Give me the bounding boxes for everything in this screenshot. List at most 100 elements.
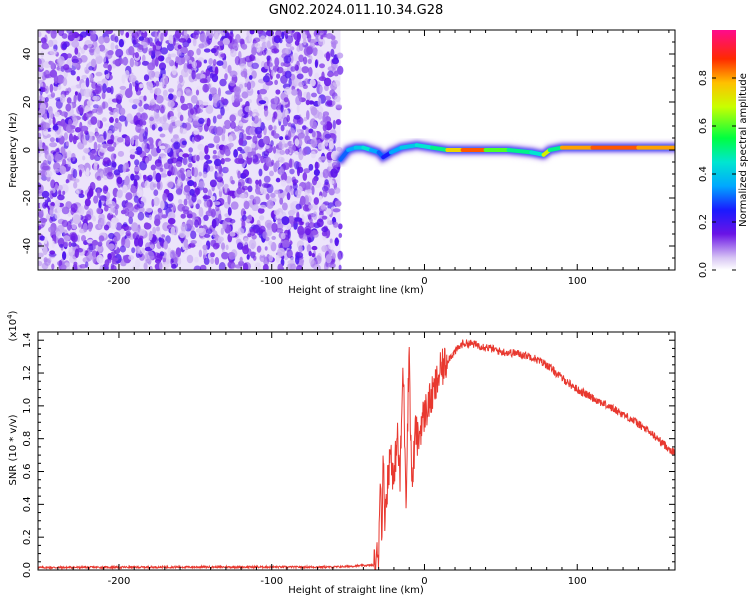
noise-blob: [155, 255, 163, 262]
noise-blob: [124, 135, 131, 145]
noise-blob: [91, 81, 97, 89]
noise-blob: [319, 63, 325, 69]
noise-blob: [230, 30, 234, 35]
noise-blob: [255, 186, 262, 195]
noise-blob: [186, 213, 193, 219]
colorbar-ticks: 0.0 0.2 0.4 0.6 0.8: [698, 70, 736, 278]
noise-blob: [292, 182, 298, 190]
noise-blob: [77, 52, 81, 57]
noise-blob: [107, 146, 115, 152]
frequency-ridge: [332, 137, 675, 168]
noise-blob: [309, 78, 316, 87]
noise-blob: [77, 132, 85, 140]
noise-blob: [122, 184, 128, 194]
noise-blob: [49, 208, 55, 218]
noise-blob: [180, 68, 189, 78]
noise-blob: [168, 88, 175, 93]
noise-blob: [49, 137, 55, 143]
noise-blob: [241, 185, 249, 191]
noise-blob: [143, 148, 150, 153]
noise-blob: [223, 119, 232, 130]
noise-blob: [72, 168, 78, 179]
noise-blob: [72, 134, 77, 145]
colorbar-tick-label: 0.6: [698, 118, 709, 134]
noise-blob: [151, 124, 156, 131]
noise-blob: [266, 222, 273, 230]
noise-blob: [273, 209, 280, 216]
noise-blob: [217, 236, 224, 242]
noise-blob: [303, 168, 311, 174]
noise-blob: [43, 113, 48, 120]
noise-blob: [42, 202, 47, 209]
noise-blob: [318, 76, 327, 82]
noise-blob: [99, 148, 107, 153]
noise-blob: [201, 145, 205, 153]
noise-blob: [185, 193, 190, 200]
noise-blob: [62, 190, 66, 195]
noise-blob: [326, 99, 333, 106]
noise-blob: [83, 88, 92, 98]
noise-blob: [65, 201, 73, 210]
noise-blob: [166, 43, 175, 52]
noise-blob: [162, 222, 170, 232]
noise-blob: [302, 84, 308, 90]
noise-blob: [264, 246, 268, 251]
noise-blob: [254, 262, 261, 270]
noise-blob: [279, 150, 286, 155]
noise-blob: [277, 218, 282, 225]
noise-blob: [77, 141, 85, 150]
noise-blob: [271, 222, 278, 233]
y-tick-label: 0: [22, 147, 33, 153]
noise-blob: [79, 107, 84, 115]
noise-blob: [162, 89, 168, 97]
y-tick-label: -20: [22, 190, 33, 206]
noise-blob: [210, 257, 215, 265]
noise-blob: [80, 125, 89, 132]
noise-blob: [53, 152, 61, 162]
noise-blob: [116, 137, 124, 143]
noise-blob: [173, 134, 179, 140]
noise-blob: [63, 64, 70, 71]
noise-blob: [216, 60, 224, 66]
noise-blob: [103, 186, 109, 192]
noise-blob: [59, 243, 64, 248]
noise-blob: [296, 32, 301, 43]
noise-blob: [103, 62, 109, 69]
noise-blob: [152, 226, 157, 235]
noise-blob: [311, 253, 315, 258]
noise-blob: [287, 122, 292, 127]
noise-blob: [81, 235, 86, 242]
noise-blob: [66, 124, 71, 133]
noise-blob: [110, 85, 114, 95]
noise-blob: [186, 254, 194, 264]
noise-blob: [195, 99, 204, 106]
noise-blob: [190, 240, 197, 245]
noise-blob: [66, 53, 72, 59]
noise-blob: [52, 117, 56, 126]
noise-blob: [159, 133, 166, 138]
noise-blob: [97, 143, 101, 150]
noise-blob: [307, 237, 312, 243]
noise-blob: [48, 226, 55, 233]
noise-blob: [251, 62, 259, 69]
noise-blob: [239, 63, 247, 69]
noise-blob: [92, 108, 98, 114]
noise-blob: [315, 255, 322, 265]
noise-blob: [332, 41, 337, 50]
noise-blob: [337, 250, 344, 260]
x-tick-label: 100: [568, 276, 587, 287]
noise-blob: [221, 251, 229, 260]
noise-blob: [230, 263, 237, 269]
noise-blob: [287, 263, 291, 269]
noise-blob: [252, 135, 258, 145]
noise-blob: [118, 39, 124, 48]
spectrogram-xlabel: Height of straight line (km): [288, 285, 424, 296]
noise-blob: [279, 38, 283, 44]
noise-blob: [274, 79, 278, 85]
noise-blob: [97, 241, 103, 247]
noise-blob: [76, 76, 81, 82]
noise-blob: [74, 248, 79, 258]
noise-blob: [43, 122, 50, 130]
noise-blob: [275, 177, 281, 183]
noise-blob: [196, 48, 201, 56]
